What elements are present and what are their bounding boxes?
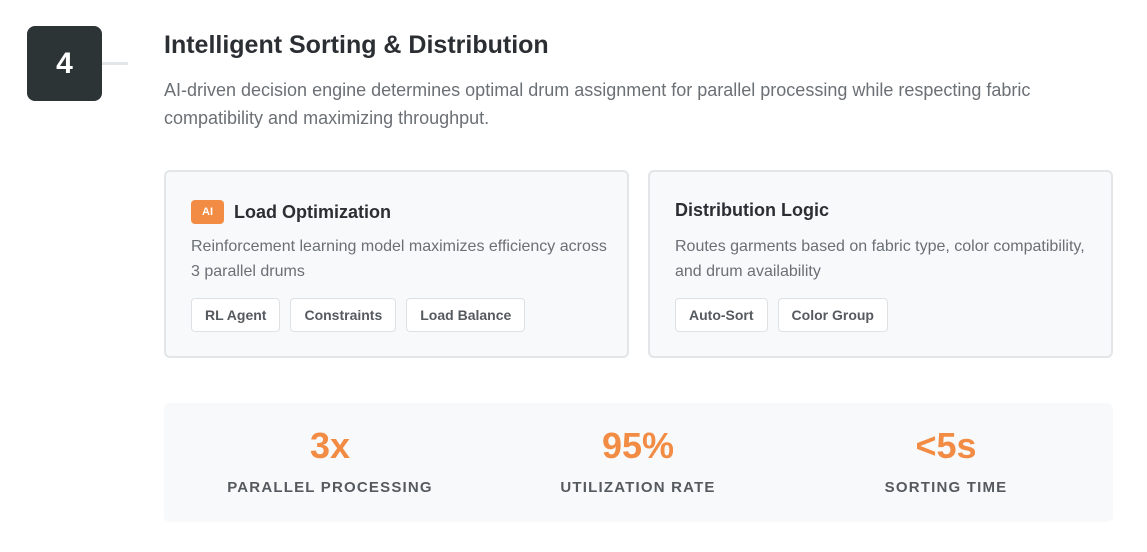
- stat-utilization-rate: 95% UTILIZATION RATE: [492, 403, 784, 522]
- tag-auto-sort: Auto-Sort: [675, 298, 768, 332]
- step-connector-line: [102, 62, 128, 65]
- tag-list: RL Agent Constraints Load Balance: [191, 298, 526, 332]
- ai-badge: AI: [191, 200, 224, 224]
- step-number: 4: [56, 46, 73, 80]
- step-number-badge: 4: [27, 26, 102, 101]
- card-description: Reinforcement learning model maximizes e…: [191, 238, 607, 280]
- tag-constraints: Constraints: [290, 298, 397, 332]
- card-header: Distribution Logic: [675, 200, 829, 221]
- section-title: Intelligent Sorting & Distribution: [164, 31, 549, 59]
- stat-value: 3x: [309, 425, 351, 466]
- load-optimization-card: AI Load Optimization Reinforcement learn…: [164, 170, 629, 358]
- distribution-logic-card: Distribution Logic Routes garments based…: [648, 170, 1113, 358]
- stat-label: PARALLEL PROCESSING: [227, 479, 433, 496]
- stat-parallel-processing: 3x PARALLEL PROCESSING: [184, 403, 476, 522]
- tag-load-balance: Load Balance: [406, 298, 526, 332]
- card-title: Distribution Logic: [675, 200, 829, 220]
- stat-value: <5s: [915, 425, 977, 466]
- tag-rl-agent: RL Agent: [191, 298, 281, 332]
- tag-list: Auto-Sort Color Group: [675, 298, 888, 332]
- card-header: AI Load Optimization: [191, 200, 391, 224]
- section-description: AI-driven decision engine determines opt…: [164, 80, 1031, 128]
- tag-color-group: Color Group: [777, 298, 888, 332]
- stat-sorting-time: <5s SORTING TIME: [800, 403, 1092, 522]
- stats-panel: 3x PARALLEL PROCESSING 95% UTILIZATION R…: [164, 403, 1113, 522]
- card-title: Load Optimization: [234, 201, 391, 222]
- card-description: Routes garments based on fabric type, co…: [675, 238, 1085, 280]
- stat-label: UTILIZATION RATE: [560, 479, 716, 496]
- stat-value: 95%: [601, 425, 675, 466]
- stat-label: SORTING TIME: [884, 479, 1008, 496]
